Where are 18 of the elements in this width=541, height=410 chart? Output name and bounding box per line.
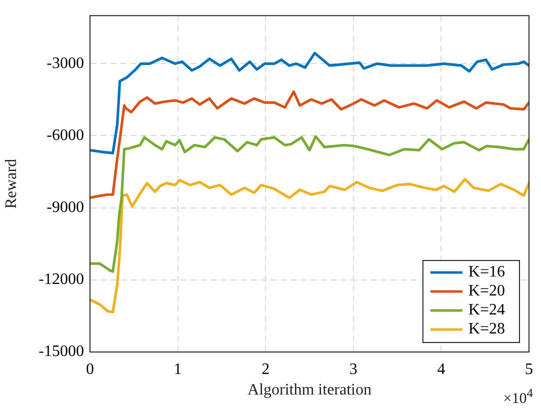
x-axis-title: Algorithm iteration xyxy=(248,382,372,399)
y-tick-label: -3000 xyxy=(46,54,84,72)
x-tick-label: 5 xyxy=(525,360,533,378)
legend-label: K=24 xyxy=(468,302,505,319)
y-axis-title: Reward xyxy=(2,158,20,209)
x-tick-label: 3 xyxy=(349,360,358,378)
y-tick-label: -12000 xyxy=(38,271,84,288)
x-tick-label: 2 xyxy=(262,360,270,378)
x-tick-label: 1 xyxy=(174,360,182,378)
x-tick-label: 4 xyxy=(437,360,446,378)
legend-label: K=20 xyxy=(468,282,505,300)
y-tick-label: -6000 xyxy=(46,126,84,144)
text: ×10$^{4}$ xyxy=(503,386,533,408)
x-tick-label: 0 xyxy=(86,360,94,378)
y-tick-label: -9000 xyxy=(46,199,84,216)
y-tick-label: -15000 xyxy=(38,343,84,360)
legend-label: K=16 xyxy=(468,264,505,281)
legend-label: K=28 xyxy=(468,320,505,338)
